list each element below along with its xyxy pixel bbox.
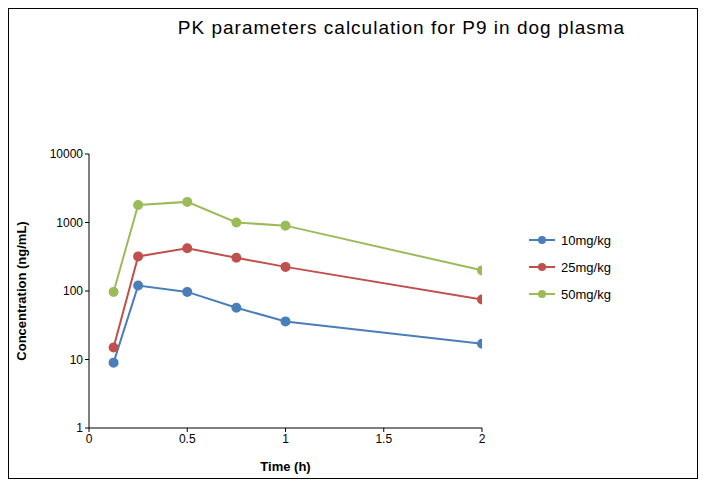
html-text:25mg/kg: 25mg/kg bbox=[561, 259, 611, 275]
svg-text:100: 100 bbox=[63, 284, 83, 298]
html-text:PK parameters calculation for: PK parameters calculation for P9 in dog … bbox=[177, 17, 626, 38]
html-text:10mg/kg: 10mg/kg bbox=[561, 232, 611, 248]
svg-text:2: 2 bbox=[479, 432, 486, 446]
svg-text:Concentration (ng/mL): Concentration (ng/mL) bbox=[14, 221, 29, 360]
svg-text:1: 1 bbox=[76, 421, 83, 435]
svg-text:1.5: 1.5 bbox=[375, 432, 392, 446]
svg-text:1000: 1000 bbox=[56, 216, 83, 230]
html-text:50mg/kg: 50mg/kg bbox=[561, 286, 611, 302]
svg-text:10: 10 bbox=[70, 353, 84, 367]
svg-text:0: 0 bbox=[86, 432, 93, 446]
svg-text:1: 1 bbox=[282, 432, 289, 446]
svg-text:0.5: 0.5 bbox=[179, 432, 196, 446]
svg-text:Time (h): Time (h) bbox=[260, 459, 310, 474]
svg-text:10000: 10000 bbox=[50, 147, 84, 161]
